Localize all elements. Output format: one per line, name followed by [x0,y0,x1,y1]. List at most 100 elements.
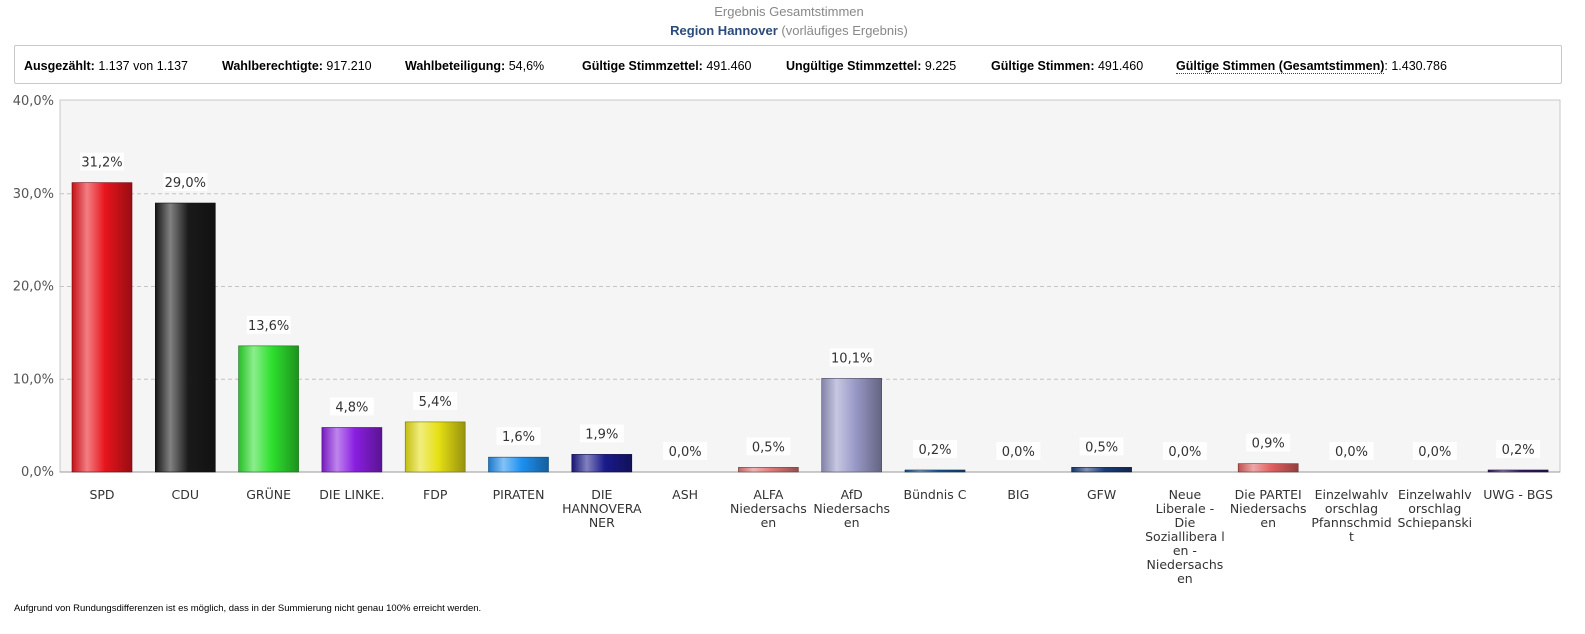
category-label: ALFA [753,487,784,502]
value-label: 31,2% [81,156,122,171]
bar-chart: 0,0% 10,0% 20,0% 30,0% 40,0% 31,2% SPD 29,0% CDU… [13,94,1561,586]
bar [1487,469,1549,473]
value-label: 0,2% [1502,443,1535,458]
category-label: en [844,515,860,530]
category-label: GRÜNE [246,486,291,502]
category-label: HANNOVERA [562,501,642,516]
y-tick-label: 10,0% [13,372,54,387]
category-label: orschlag [1325,501,1378,516]
category-label: Bündnis C [904,487,967,502]
category-label: FDP [423,487,448,502]
category-label: Einzelwahlv [1398,487,1472,502]
category-label: DIE [591,487,612,502]
value-label-background [996,442,1041,460]
value-label: 0,0% [1335,445,1368,460]
bar [404,421,466,473]
value-label: 0,9% [1252,437,1285,452]
stat-eligible-voters: Wahlberechtigte: 917.210 [222,59,372,73]
category-label: Niedersachs [1230,501,1307,516]
category-label: DIE LINKE. [319,487,384,502]
category-label: Die [1175,515,1196,530]
bar [738,467,799,473]
category-label: en [1260,515,1276,530]
value-label-background [579,424,624,443]
category-label: GFW [1087,487,1116,502]
category-label: Niedersachs [1147,557,1224,572]
y-tick-label: 40,0% [13,94,54,109]
value-label: 13,6% [248,319,289,334]
value-label-background [413,391,458,410]
result-status: (vorläufiges Ergebnis) [781,23,908,38]
category-label: Niedersachs [730,501,807,516]
value-label-background [1496,440,1541,458]
category-label: en - [1173,543,1197,558]
bar [238,345,299,473]
category-label: PIRATEN [493,487,545,502]
stat-valid-votes-total[interactable]: Gültige Stimmen (Gesamtstimmen): 1.430.7… [1176,59,1447,74]
stats-bar: Ausgezählt: 1.137 von 1.137 Wahlberechti… [14,45,1562,84]
value-label-background [1412,442,1457,460]
value-label: 0,5% [752,440,785,455]
bar [571,454,633,473]
stat-valid-ballots: Gültige Stimmzettel: 491.460 [582,59,752,73]
stat-valid-votes: Gültige Stimmen: 491.460 [991,59,1144,73]
category-label: NER [589,515,615,530]
bar [488,456,549,473]
value-label-background [329,397,374,416]
value-label-background [746,437,791,456]
value-label-background [1079,437,1124,456]
value-label-background [496,427,541,446]
region-name: Region Hannover [670,23,778,38]
value-label: 0,0% [1418,445,1451,460]
category-label: Neue [1169,487,1202,502]
category-label: UWG - BGS [1483,487,1553,502]
footnote: Aufgrund von Rundungsdifferenzen ist es … [14,603,482,614]
category-label: Einzelwahlv [1315,487,1389,502]
value-label-background [246,315,291,334]
category-label: t [1349,529,1354,544]
value-label-background [913,440,957,458]
value-label: 5,4% [419,395,452,410]
category-label: en [1177,571,1193,586]
value-label-background [663,442,708,460]
chart-subtitle: Region Hannover (vorläufiges Ergebnis) [0,23,1578,38]
value-label: 0,0% [1002,445,1035,460]
bar [821,378,883,473]
category-label: Pfannschmid [1311,515,1391,530]
value-label: 4,8% [335,400,368,415]
category-label: Liberale - [1156,501,1215,516]
category-label: Soziallibera l [1145,529,1225,544]
y-tick-label: 0,0% [21,465,54,480]
bar [904,469,966,473]
category-label: Niedersachs [813,501,890,516]
value-label-background [163,173,208,192]
category-label: AfD [841,487,863,502]
bar [1237,463,1299,473]
value-label: 29,0% [165,176,206,191]
stat-invalid-ballots: Ungültige Stimmzettel: 9.225 [786,59,957,73]
value-label: 10,1% [831,351,872,366]
category-label: ASH [672,487,698,502]
category-label: Die PARTEI [1235,487,1302,502]
category-label: CDU [172,487,200,502]
value-label-background [1162,442,1207,460]
value-label: 1,9% [585,427,618,442]
stat-turnout: Wahlbeteiligung: 54,6% [405,59,545,73]
value-label: 0,0% [669,445,702,460]
value-label-background [1329,442,1374,460]
stat-counted: Ausgezählt: 1.137 von 1.137 [24,59,188,73]
bar [71,182,133,473]
y-tick-label: 30,0% [13,187,54,202]
category-label: orschlag [1408,501,1461,516]
value-label: 0,5% [1085,440,1118,455]
bar [321,427,383,473]
category-label: SPD [89,487,114,502]
category-label: en [761,515,777,530]
y-tick-label: 20,0% [13,280,54,295]
bar [155,202,216,473]
value-label-background [1246,433,1291,452]
value-label: 1,6% [502,430,535,445]
value-label: 0,2% [918,443,951,458]
value-label-background [829,348,874,367]
category-label: Schiepanski [1397,515,1472,530]
